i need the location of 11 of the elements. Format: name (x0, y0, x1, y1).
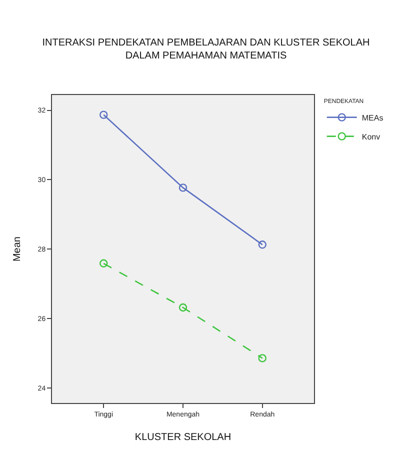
point (178, 184, 188, 192)
legend-label: MEAs (362, 113, 384, 122)
legend-label: Konv (362, 132, 380, 142)
point (178, 303, 188, 312)
point (100, 110, 108, 119)
x-axis-title: KLUSTER SEKOLAH (134, 432, 232, 443)
chart-title: INTERAKSI PENDEKATAN PEMBELAJARAN DAN KLUSTER SEKOLAH DALAM PEMAHAMAN MATEMATIS (42, 38, 370, 62)
point (258, 354, 266, 362)
point (258, 240, 266, 249)
point (100, 259, 108, 268)
y-axis-title: Mean (12, 236, 23, 262)
